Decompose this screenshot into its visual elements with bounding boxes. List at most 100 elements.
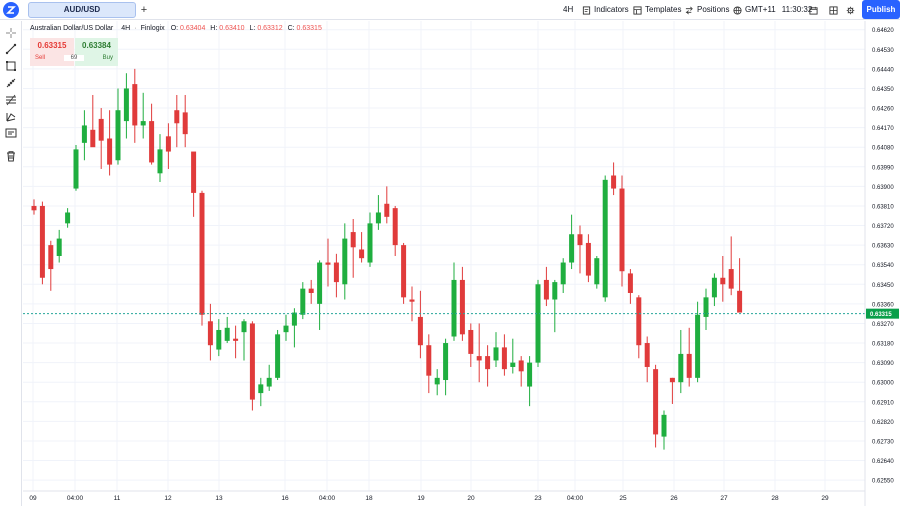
trash-icon[interactable] bbox=[5, 150, 17, 162]
candle-body[interactable] bbox=[569, 234, 575, 263]
fib-icon[interactable] bbox=[5, 94, 17, 106]
candle-body[interactable] bbox=[174, 110, 180, 124]
candle-body[interactable] bbox=[107, 138, 113, 165]
candle-body[interactable] bbox=[90, 129, 96, 148]
candle-body[interactable] bbox=[476, 356, 482, 361]
candle-body[interactable] bbox=[115, 110, 121, 161]
candle-body[interactable] bbox=[627, 273, 633, 293]
candle-body[interactable] bbox=[98, 118, 104, 141]
candle-body[interactable] bbox=[510, 362, 516, 367]
candle-body[interactable] bbox=[493, 347, 499, 361]
trend-line-icon[interactable] bbox=[5, 43, 17, 55]
candle-body[interactable] bbox=[669, 377, 675, 383]
candle-body[interactable] bbox=[426, 345, 432, 376]
candle-body[interactable] bbox=[333, 262, 339, 283]
candle-body[interactable] bbox=[577, 234, 583, 246]
candle-body[interactable] bbox=[342, 238, 348, 285]
positions-button[interactable]: Positions bbox=[685, 3, 729, 17]
candle-body[interactable] bbox=[258, 384, 264, 394]
candle-body[interactable] bbox=[695, 314, 701, 378]
candle-body[interactable] bbox=[737, 290, 743, 313]
candle-body[interactable] bbox=[132, 84, 138, 126]
candle-body[interactable] bbox=[317, 262, 323, 304]
candle-body[interactable] bbox=[39, 205, 45, 278]
candle-body[interactable] bbox=[182, 112, 188, 135]
app-logo-icon[interactable] bbox=[3, 2, 19, 18]
candle-body[interactable] bbox=[485, 356, 491, 370]
indicators-button[interactable]: Indicators bbox=[582, 3, 629, 17]
candle-body[interactable] bbox=[728, 269, 734, 289]
candle-body[interactable] bbox=[459, 279, 465, 335]
candle-body[interactable] bbox=[375, 212, 381, 224]
candle-body[interactable] bbox=[560, 262, 566, 285]
candle-body[interactable] bbox=[283, 325, 289, 333]
candle-body[interactable] bbox=[585, 242, 591, 276]
candle-body[interactable] bbox=[711, 277, 717, 298]
sell-button[interactable]: 0.63315 Sell bbox=[30, 38, 74, 66]
candle-body[interactable] bbox=[224, 327, 230, 341]
time-axis[interactable]: 09 04:00 11 12 13 16 04:00 18 19 20 23 04:00 25 26 27 2… bbox=[29, 495, 829, 502]
candle-body[interactable] bbox=[434, 377, 440, 385]
candle-body[interactable] bbox=[661, 414, 667, 437]
candle-body[interactable] bbox=[686, 353, 692, 378]
candle-body[interactable] bbox=[165, 136, 171, 152]
candle-body[interactable] bbox=[73, 149, 79, 189]
candle-body[interactable] bbox=[468, 329, 474, 354]
candle-body[interactable] bbox=[518, 360, 524, 372]
candle-body[interactable] bbox=[451, 279, 457, 337]
candle-body[interactable] bbox=[636, 297, 642, 346]
candle-body[interactable] bbox=[291, 312, 297, 326]
candle-body[interactable] bbox=[149, 121, 155, 163]
measure-icon[interactable] bbox=[5, 77, 17, 89]
candle-body[interactable] bbox=[241, 321, 247, 333]
pitchfork-icon[interactable] bbox=[5, 111, 17, 123]
calendar-button[interactable] bbox=[809, 3, 818, 17]
candle-body[interactable] bbox=[552, 282, 558, 300]
candle-body[interactable] bbox=[543, 279, 549, 300]
candle-body[interactable] bbox=[384, 203, 390, 217]
price-axis[interactable]: 0.64620 0.64530 0.64440 0.64350 0.64260 0.641… bbox=[872, 28, 894, 484]
candle-body[interactable] bbox=[359, 249, 365, 259]
candle-body[interactable] bbox=[300, 288, 306, 315]
candle-body[interactable] bbox=[81, 125, 87, 143]
candle-body[interactable] bbox=[56, 238, 62, 256]
candle-body[interactable] bbox=[216, 329, 222, 350]
candle-body[interactable] bbox=[31, 205, 37, 211]
candle-body[interactable] bbox=[409, 299, 415, 302]
candle-body[interactable] bbox=[611, 175, 617, 189]
timezone-button[interactable]: GMT+11 11:30:32 bbox=[733, 3, 812, 17]
candle-body[interactable] bbox=[417, 316, 423, 346]
candle-body[interactable] bbox=[140, 121, 146, 126]
crosshair-icon[interactable] bbox=[5, 27, 17, 39]
candle-body[interactable] bbox=[233, 338, 239, 341]
candle-body[interactable] bbox=[678, 353, 684, 383]
candle-body[interactable] bbox=[594, 258, 600, 285]
interval-button[interactable]: 4H bbox=[563, 3, 573, 17]
candle-body[interactable] bbox=[653, 369, 659, 435]
rectangle-icon[interactable] bbox=[5, 60, 17, 72]
candle-body[interactable] bbox=[443, 343, 449, 381]
candle-body[interactable] bbox=[350, 232, 356, 248]
candle-body[interactable] bbox=[703, 297, 709, 317]
candle-body[interactable] bbox=[392, 208, 398, 246]
candle-body[interactable] bbox=[199, 192, 205, 315]
publish-button[interactable]: Publish bbox=[862, 0, 900, 19]
candle-body[interactable] bbox=[401, 245, 407, 298]
templates-button[interactable]: Templates bbox=[633, 3, 681, 17]
layout-button[interactable] bbox=[829, 3, 838, 17]
candle-body[interactable] bbox=[367, 223, 373, 263]
candle-body[interactable] bbox=[644, 343, 650, 367]
candle-body[interactable] bbox=[602, 179, 608, 298]
settings-button[interactable] bbox=[846, 3, 855, 17]
candle-body[interactable] bbox=[157, 149, 163, 174]
candle-body[interactable] bbox=[501, 347, 507, 370]
add-tab-button[interactable]: + bbox=[140, 4, 148, 16]
candle-body[interactable] bbox=[527, 362, 533, 387]
symbol-tab[interactable]: AUD/USD bbox=[28, 2, 136, 18]
text-note-icon[interactable] bbox=[5, 127, 17, 139]
candle-body[interactable] bbox=[207, 321, 213, 346]
candle-body[interactable] bbox=[535, 284, 541, 363]
candle-body[interactable] bbox=[308, 288, 314, 293]
candle-body[interactable] bbox=[275, 334, 281, 378]
buy-button[interactable]: 0.63384 Buy bbox=[75, 38, 118, 66]
